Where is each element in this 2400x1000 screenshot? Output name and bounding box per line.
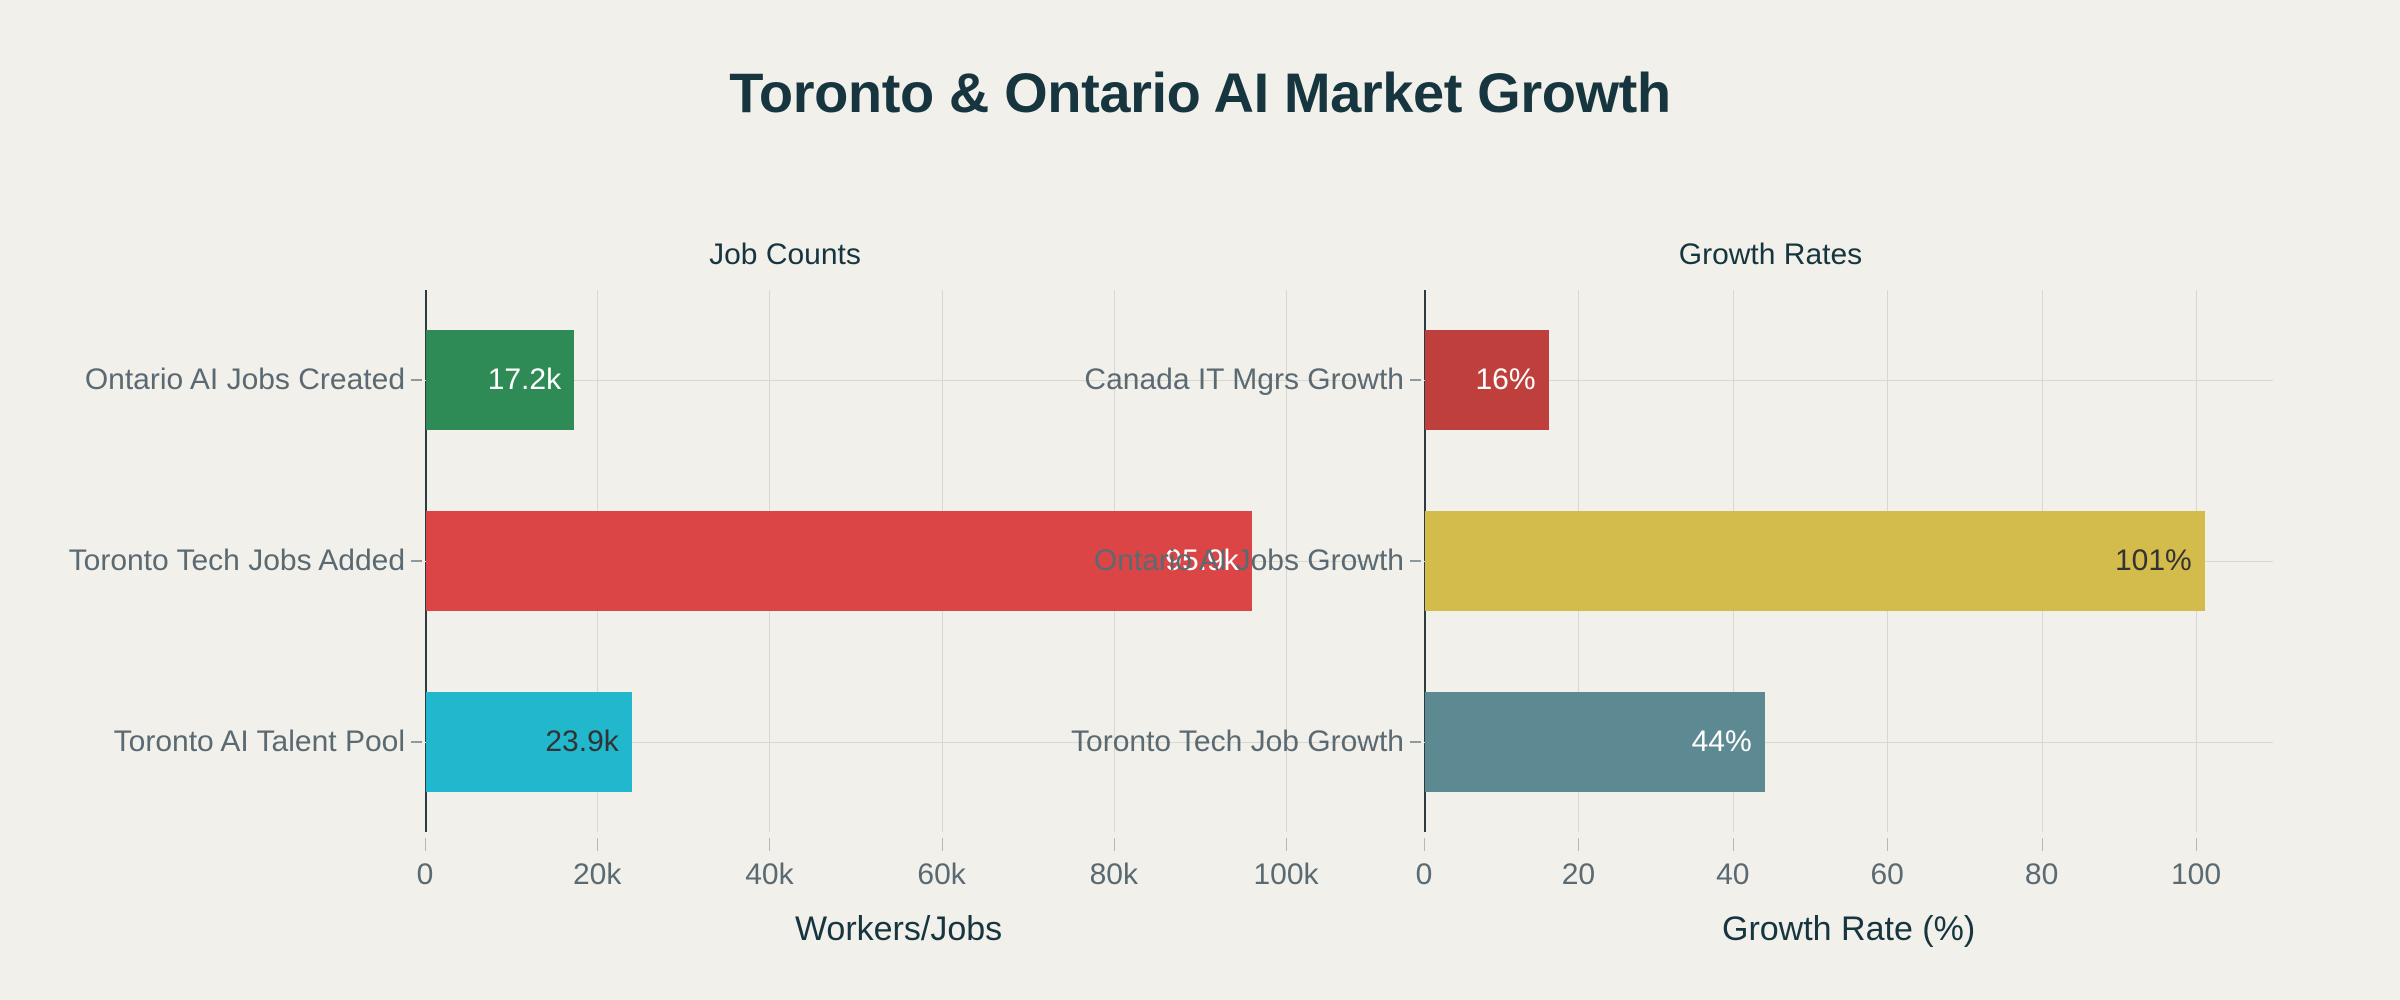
x-tick-label-job-counts-4: 80k bbox=[1089, 858, 1138, 891]
x-tick-label-job-counts-0: 0 bbox=[416, 858, 434, 891]
bar-growth-rates-2[interactable] bbox=[1425, 691, 1765, 792]
x-tick-mark bbox=[1286, 838, 1287, 851]
x-tick-mark bbox=[1887, 838, 1889, 851]
bar-value-label-job-counts-2: 23.9k bbox=[545, 724, 619, 758]
plot-area-growth-rates: 0 20 40 60 80 100 16% Canada IT Mgrs Growth 101%… bbox=[1071, 290, 2274, 891]
y-tick-mark bbox=[1410, 740, 1421, 743]
y-tick-label-job-counts-0: Ontario AI Jobs Created bbox=[84, 363, 405, 397]
bar-value-label-growth-rates-1: 101% bbox=[2114, 544, 2192, 577]
y-tick-label-job-counts-1: Toronto Tech Jobs Added bbox=[68, 544, 405, 577]
y-tick-mark bbox=[1410, 379, 1421, 382]
x-axis-label-job-counts: Workers/Jobs bbox=[794, 910, 1003, 948]
x-tick-mark bbox=[1732, 838, 1734, 851]
bar-value-label-job-counts-1: 95.9k bbox=[1165, 544, 1239, 577]
plot-area-job-counts: 0 20k 40k 60k 80k 100k 17.2k Ontario AI Jobs Cr… bbox=[69, 290, 1373, 891]
bar-growth-rates-1[interactable] bbox=[1425, 510, 2205, 612]
bar-growth-rates-0[interactable] bbox=[1425, 330, 1549, 431]
subplot-growth-rates: Growth Rates 0 20 40 60 80 100 16% Canada IT Mg… bbox=[1000, 0, 2400, 1000]
y-tick-label-growth-rates-0: Canada IT Mgrs Growth bbox=[1084, 363, 1404, 397]
y-tick-mark bbox=[411, 379, 422, 382]
page-title: Toronto & Ontario AI Market Growth bbox=[729, 61, 1671, 124]
y-tick-label-growth-rates-1: Ontario AI Jobs Growth bbox=[1093, 544, 1404, 577]
y-tick-mark bbox=[1410, 560, 1421, 562]
bar-job-counts-1[interactable] bbox=[426, 510, 1252, 612]
bar-job-counts-2[interactable] bbox=[426, 691, 632, 792]
x-tick-label-growth-rates-5: 100 bbox=[2170, 858, 2222, 891]
x-tick-label-growth-rates-4: 80 bbox=[2024, 858, 2059, 891]
bar-value-label-growth-rates-0: 16% bbox=[1475, 363, 1536, 397]
subplot-job-counts: Job Counts 0 20k 40k 60k 80k 100k 17.2k Ontario… bbox=[69, 238, 1373, 948]
gridline-horizontal bbox=[425, 741, 1373, 743]
gridline-horizontal bbox=[1424, 380, 2274, 382]
x-tick-mark bbox=[941, 838, 943, 851]
bar-value-label-growth-rates-2: 44% bbox=[1691, 724, 1752, 758]
y-tick-label-job-counts-2: Toronto AI Talent Pool bbox=[113, 724, 405, 758]
y-tick-mark bbox=[411, 560, 422, 562]
x-tick-mark bbox=[769, 838, 771, 851]
bar-job-counts-0[interactable] bbox=[426, 330, 575, 431]
subplot-title-job-counts: Job Counts bbox=[709, 238, 861, 271]
x-tick-mark bbox=[1578, 838, 1580, 851]
gridline-horizontal bbox=[425, 380, 1373, 382]
x-tick-label-growth-rates-1: 20 bbox=[1561, 858, 1596, 891]
x-tick-label-growth-rates-2: 40 bbox=[1716, 858, 1750, 891]
x-tick-mark bbox=[425, 838, 426, 851]
gridline-horizontal bbox=[1424, 741, 2274, 743]
x-tick-label-growth-rates-0: 0 bbox=[1415, 858, 1433, 891]
y-tick-mark bbox=[411, 740, 422, 743]
x-tick-label-growth-rates-3: 60 bbox=[1870, 858, 1904, 891]
subplot-title-growth-rates: Growth Rates bbox=[1678, 238, 1863, 271]
x-tick-label-job-counts-5: 100k bbox=[1253, 858, 1319, 891]
y-tick-label-growth-rates-2: Toronto Tech Job Growth bbox=[1071, 724, 1404, 758]
x-tick-mark bbox=[1113, 838, 1115, 851]
bar-value-label-job-counts-0: 17.2k bbox=[487, 363, 562, 397]
x-axis-label-growth-rates: Growth Rate (%) bbox=[1722, 910, 1976, 948]
x-tick-label-job-counts-1: 20k bbox=[573, 858, 622, 891]
x-tick-label-job-counts-2: 40k bbox=[745, 858, 794, 891]
x-tick-mark bbox=[2196, 838, 2197, 851]
x-tick-mark bbox=[597, 838, 599, 851]
x-tick-mark bbox=[1424, 838, 1425, 851]
x-tick-label-job-counts-3: 60k bbox=[917, 858, 966, 891]
x-tick-mark bbox=[2041, 838, 2043, 851]
